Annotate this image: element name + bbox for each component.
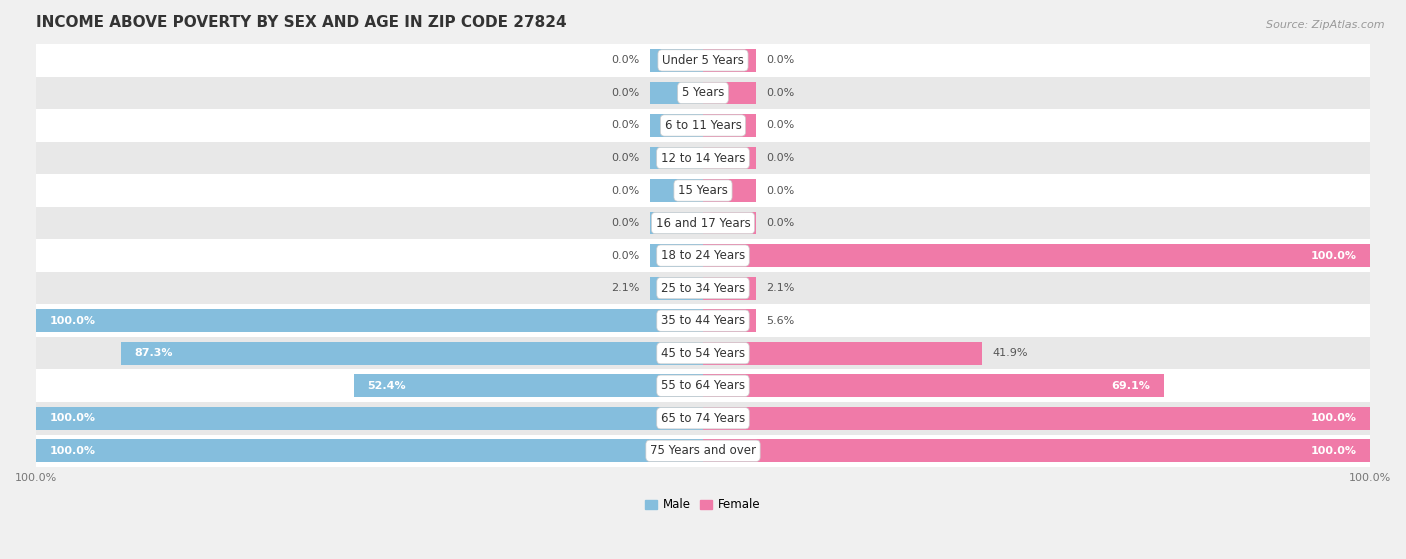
Bar [650, 49, 703, 72]
Bar [37, 109, 1369, 142]
Text: 0.0%: 0.0% [612, 250, 640, 260]
Text: 0.0%: 0.0% [766, 153, 794, 163]
Bar [353, 375, 703, 397]
Bar [37, 305, 1369, 337]
Bar [650, 212, 703, 234]
Bar [37, 174, 1369, 207]
Bar [37, 369, 1369, 402]
Text: 18 to 24 Years: 18 to 24 Years [661, 249, 745, 262]
Bar [703, 407, 1369, 430]
Text: 41.9%: 41.9% [993, 348, 1028, 358]
Bar [703, 439, 1369, 462]
Text: 55 to 64 Years: 55 to 64 Years [661, 379, 745, 392]
Text: 35 to 44 Years: 35 to 44 Years [661, 314, 745, 327]
Text: 25 to 34 Years: 25 to 34 Years [661, 282, 745, 295]
Bar [703, 114, 756, 137]
Text: 75 Years and over: 75 Years and over [650, 444, 756, 457]
Text: 6 to 11 Years: 6 to 11 Years [665, 119, 741, 132]
Bar [703, 375, 1164, 397]
Text: 0.0%: 0.0% [612, 88, 640, 98]
Text: 65 to 74 Years: 65 to 74 Years [661, 412, 745, 425]
Text: INCOME ABOVE POVERTY BY SEX AND AGE IN ZIP CODE 27824: INCOME ABOVE POVERTY BY SEX AND AGE IN Z… [37, 15, 567, 30]
Text: 2.1%: 2.1% [766, 283, 794, 293]
Bar [703, 146, 756, 169]
Text: 100.0%: 100.0% [49, 446, 96, 456]
Text: 0.0%: 0.0% [612, 153, 640, 163]
Bar [37, 207, 1369, 239]
Bar [37, 309, 703, 332]
Text: 16 and 17 Years: 16 and 17 Years [655, 216, 751, 230]
Text: Under 5 Years: Under 5 Years [662, 54, 744, 67]
Text: 0.0%: 0.0% [766, 218, 794, 228]
Bar [121, 342, 703, 364]
Bar [37, 337, 1369, 369]
Bar [650, 277, 703, 300]
Text: 100.0%: 100.0% [49, 413, 96, 423]
Bar [650, 244, 703, 267]
Bar [703, 179, 756, 202]
Text: 5.6%: 5.6% [766, 316, 794, 326]
Text: 12 to 14 Years: 12 to 14 Years [661, 151, 745, 164]
Bar [37, 402, 1369, 434]
Text: 0.0%: 0.0% [766, 186, 794, 196]
Text: Source: ZipAtlas.com: Source: ZipAtlas.com [1267, 20, 1385, 30]
Text: 52.4%: 52.4% [367, 381, 405, 391]
Text: 5 Years: 5 Years [682, 87, 724, 100]
Bar [650, 114, 703, 137]
Text: 100.0%: 100.0% [1310, 413, 1357, 423]
Text: 100.0%: 100.0% [49, 316, 96, 326]
Text: 0.0%: 0.0% [766, 88, 794, 98]
Bar [37, 239, 1369, 272]
Legend: Male, Female: Male, Female [641, 494, 765, 516]
Bar [650, 179, 703, 202]
Text: 100.0%: 100.0% [1310, 250, 1357, 260]
Text: 0.0%: 0.0% [766, 121, 794, 130]
Bar [37, 77, 1369, 109]
Text: 2.1%: 2.1% [612, 283, 640, 293]
Bar [703, 49, 756, 72]
Text: 15 Years: 15 Years [678, 184, 728, 197]
Bar [703, 309, 756, 332]
Bar [650, 82, 703, 105]
Bar [37, 44, 1369, 77]
Bar [703, 212, 756, 234]
Text: 0.0%: 0.0% [612, 186, 640, 196]
Bar [703, 342, 983, 364]
Text: 0.0%: 0.0% [612, 121, 640, 130]
Bar [703, 82, 756, 105]
Bar [703, 244, 1369, 267]
Text: 87.3%: 87.3% [134, 348, 173, 358]
Text: 45 to 54 Years: 45 to 54 Years [661, 347, 745, 359]
Bar [703, 277, 756, 300]
Bar [37, 439, 703, 462]
Bar [37, 434, 1369, 467]
Text: 100.0%: 100.0% [1310, 446, 1357, 456]
Text: 69.1%: 69.1% [1112, 381, 1150, 391]
Bar [37, 272, 1369, 305]
Bar [37, 142, 1369, 174]
Text: 0.0%: 0.0% [612, 55, 640, 65]
Text: 0.0%: 0.0% [766, 55, 794, 65]
Bar [650, 146, 703, 169]
Text: 0.0%: 0.0% [612, 218, 640, 228]
Bar [37, 407, 703, 430]
